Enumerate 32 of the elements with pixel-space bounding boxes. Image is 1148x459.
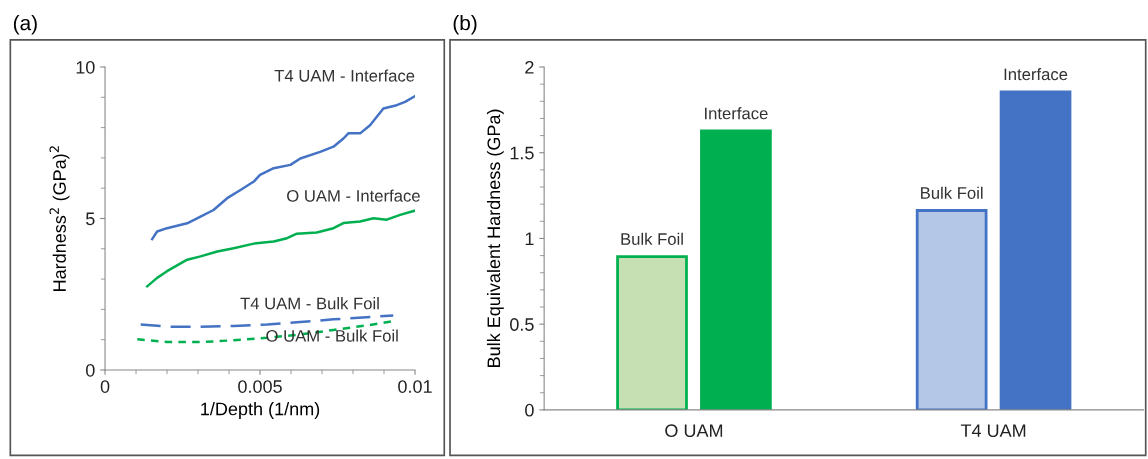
text: Bulk Foil xyxy=(921,186,983,199)
x-tick-label: 0 xyxy=(100,380,110,393)
y-tick-label: 1 xyxy=(525,232,534,245)
x-tick-label: 0.01 xyxy=(398,380,432,393)
chart-title: (b) xyxy=(453,15,477,35)
series-label: T4 UAM - Interface xyxy=(274,69,415,82)
chart-title: (a) xyxy=(13,15,37,35)
bar xyxy=(616,255,688,410)
y-tick-label: 1.5 xyxy=(510,146,534,160)
series-label: Interface xyxy=(705,107,768,120)
x-tick-label: T4 UAM xyxy=(960,424,1026,438)
y-tick-label: 0 xyxy=(525,403,534,417)
y-axis-title: Bulk Equivalent Hardness (GPa) xyxy=(486,109,504,367)
series-label: O UAM - Interface xyxy=(287,189,420,202)
series-label: O UAM - Bulk Foil xyxy=(266,329,398,342)
series-label: T4 UAM - Bulk Foil xyxy=(240,297,379,310)
x-tick-label: 0.005 xyxy=(238,380,282,393)
y-tick-label: 0 xyxy=(85,363,95,377)
line-series xyxy=(139,314,395,328)
x-tick-label: O UAM xyxy=(665,424,723,438)
x-axis-title: 1/Depth (1/nm) xyxy=(201,402,320,419)
y-tick-label: 10 xyxy=(76,60,95,74)
bar xyxy=(700,129,772,410)
y-tick-label: 5 xyxy=(86,212,95,226)
bar xyxy=(999,90,1072,410)
y-tick-label: 2 xyxy=(525,60,534,74)
line-series xyxy=(145,209,415,288)
series-label: Bulk Foil xyxy=(621,232,683,245)
y-tick-label: 0.5 xyxy=(510,318,534,331)
y-axis-title: Hardness$^{2}$ (GPa)$^{2}$ xyxy=(49,146,70,291)
bar xyxy=(915,209,988,410)
text: Interface xyxy=(1004,68,1068,81)
